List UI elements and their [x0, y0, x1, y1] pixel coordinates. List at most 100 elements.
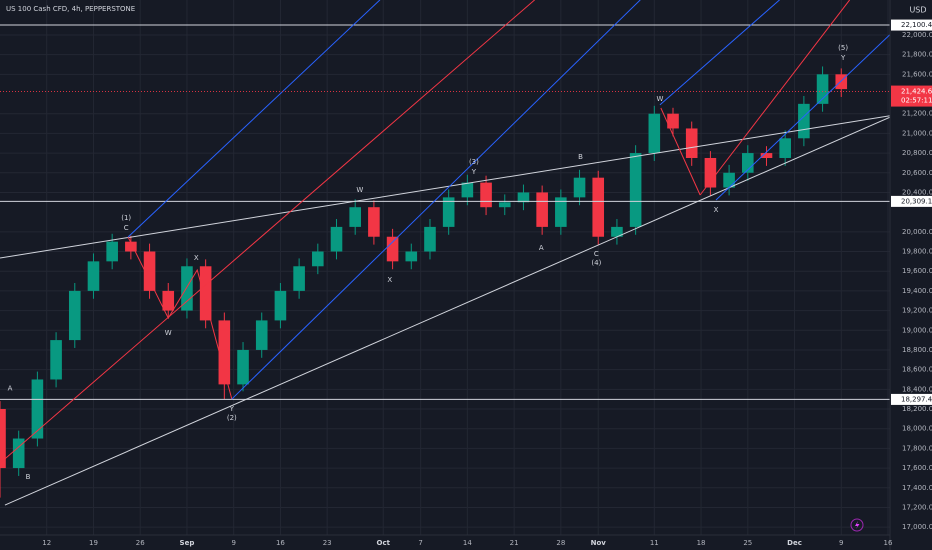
candle-body — [330, 226, 343, 252]
candle-body — [629, 153, 642, 227]
wave-label: Y — [229, 405, 235, 413]
x-tick-label: 14 — [463, 539, 472, 547]
last-price-label: 21,424.6 — [901, 88, 932, 96]
price-axis: 17,000.0 17,200.0 17,400.0 17,600.0 17,800.0… — [891, 19, 932, 531]
candle-body — [12, 438, 25, 469]
trend-line — [0, 115, 890, 259]
y-tick-label: 20,600.0 — [902, 169, 932, 177]
x-tick-label: 9 — [839, 539, 843, 547]
y-tick-label: 17,400.0 — [902, 484, 932, 492]
candle-body — [68, 290, 81, 341]
wave-label: C — [124, 224, 129, 232]
y-tick-label: 18,600.0 — [902, 366, 932, 374]
candle-body — [442, 197, 455, 227]
wave-label: (4) — [591, 259, 601, 267]
level-label-box — [891, 195, 932, 207]
candle-body — [143, 251, 156, 291]
y-tick-label: 19,600.0 — [902, 267, 932, 275]
candle-body — [835, 74, 848, 90]
candle-body — [723, 172, 735, 188]
trend-line — [127, 236, 233, 400]
candle-body — [162, 290, 175, 311]
candle-body — [386, 236, 399, 262]
y-tick-label: 17,600.0 — [902, 464, 932, 472]
candle-body — [50, 340, 62, 380]
candle-body — [31, 379, 44, 439]
x-tick-label: 7 — [418, 539, 422, 547]
x-tick-label: 25 — [743, 539, 752, 547]
candle-body — [704, 157, 717, 188]
candle-body — [125, 241, 137, 252]
x-tick-label: Oct — [377, 539, 391, 547]
y-tick-label: 17,800.0 — [902, 444, 932, 452]
candle-body — [816, 74, 829, 104]
x-tick-label: 19 — [89, 539, 98, 547]
candle-body — [611, 226, 623, 237]
candle-body — [536, 192, 548, 227]
wave-label: W — [165, 329, 172, 337]
y-tick-label: 20,400.0 — [902, 188, 932, 196]
candle-body — [237, 349, 249, 385]
y-tick-label: 21,600.0 — [902, 70, 932, 78]
wave-label: X — [194, 254, 199, 262]
x-tick-label: 26 — [136, 539, 145, 547]
level-label: 18,297.4 — [901, 395, 932, 403]
candle-body — [461, 182, 474, 198]
candle-body — [181, 266, 193, 311]
y-tick-label: 19,000.0 — [902, 326, 932, 334]
candle-body — [274, 290, 287, 321]
candle-body — [218, 320, 231, 385]
candle-body — [349, 207, 361, 227]
candle-body — [312, 251, 324, 267]
wave-label: W — [356, 186, 363, 194]
x-tick-label: 18 — [697, 539, 706, 547]
y-tick-label: 19,200.0 — [902, 307, 932, 315]
candle-body — [424, 226, 436, 252]
wave-label: (2) — [227, 414, 237, 422]
y-tick-label: 17,200.0 — [902, 503, 932, 511]
wave-label: B — [578, 153, 583, 161]
candle-body — [480, 182, 492, 208]
y-tick-label: 17,000.0 — [902, 523, 932, 531]
wave-label: A — [8, 384, 13, 392]
candle-body — [293, 266, 305, 291]
currency-label: USD — [909, 6, 926, 15]
y-tick-label: 21,000.0 — [902, 129, 932, 137]
wave-label: W — [656, 95, 663, 103]
trend-line — [231, 0, 641, 400]
y-tick-label: 21,200.0 — [902, 110, 932, 118]
candle-body — [87, 261, 100, 291]
candle-body — [592, 177, 605, 237]
candle-body — [405, 251, 418, 262]
candle-body — [0, 409, 6, 469]
trend-line — [4, 116, 890, 506]
alert-icon[interactable] — [850, 518, 864, 532]
x-tick-label: 23 — [323, 539, 332, 547]
y-tick-label: 18,800.0 — [902, 346, 932, 354]
candle-body — [798, 103, 810, 139]
level-label-box — [891, 393, 932, 405]
x-tick-label: 16 — [884, 539, 893, 547]
wave-label: X — [714, 206, 719, 214]
wave-label: Y — [471, 168, 477, 176]
trend-line — [715, 33, 890, 201]
x-tick-label: Dec — [787, 539, 802, 547]
grid — [0, 0, 890, 535]
candle-body — [106, 241, 118, 262]
candle-body — [555, 197, 567, 227]
candle-body — [573, 177, 586, 198]
x-tick-label: Sep — [180, 539, 195, 547]
candle-body — [760, 153, 773, 158]
y-tick-label: 18,000.0 — [902, 425, 932, 433]
y-tick-label: 19,400.0 — [902, 287, 932, 295]
y-tick-label: 21,800.0 — [902, 51, 932, 59]
trend-line — [0, 0, 535, 464]
candle-body — [368, 207, 380, 237]
trend-line — [699, 0, 851, 196]
y-tick-label: 20,800.0 — [902, 149, 932, 157]
trend-line — [659, 0, 780, 106]
trend-line — [660, 107, 701, 196]
candle-body — [779, 138, 791, 158]
y-tick-label: 20,000.0 — [902, 228, 932, 236]
